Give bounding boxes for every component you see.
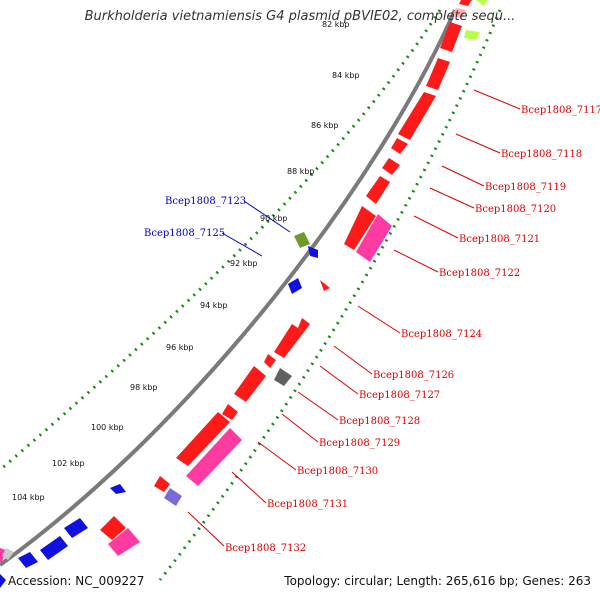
- gene-feature[interactable]: [440, 22, 462, 52]
- gene-label[interactable]: Bcep1808_7123: [165, 196, 246, 207]
- gene-feature[interactable]: [356, 214, 392, 262]
- gene-label[interactable]: Bcep1808_7120: [475, 204, 556, 215]
- gene-label[interactable]: Bcep1808_7130: [297, 466, 378, 477]
- forward-leaders: [187, 89, 521, 547]
- gene-feature[interactable]: [426, 58, 450, 90]
- reverse-gene-labels: Bcep1808_7123 Bcep1808_7125: [144, 196, 246, 239]
- tick-label: 92 kbp: [230, 259, 258, 268]
- accession-text: Accession: NC_009227: [8, 574, 145, 588]
- tick-label: 104 kbp: [12, 493, 45, 502]
- gene-label[interactable]: Bcep1808_7128: [339, 416, 420, 427]
- gene-label[interactable]: Bcep1808_7132: [225, 543, 306, 554]
- gene-feature[interactable]: [366, 176, 390, 204]
- gene-label[interactable]: Bcep1808_7126: [373, 370, 454, 381]
- tick-label: 82 kbp: [322, 20, 350, 29]
- gene-feature[interactable]: [164, 488, 182, 506]
- gene-label[interactable]: Bcep1808_7131: [267, 499, 348, 510]
- summary-text: Topology: circular; Length: 265,616 bp; …: [284, 574, 591, 588]
- gene-feature[interactable]: [459, 0, 472, 6]
- gene-feature[interactable]: [391, 138, 408, 154]
- gene-feature[interactable]: [274, 368, 292, 386]
- gene-feature[interactable]: [64, 518, 88, 538]
- gene-feature[interactable]: [298, 318, 310, 332]
- gene-feature[interactable]: [382, 158, 400, 175]
- gene-label[interactable]: Bcep1808_7121: [459, 234, 540, 245]
- inner-tick-ring: [158, 9, 502, 581]
- gene-label[interactable]: Bcep1808_7129: [319, 438, 400, 449]
- gene-feature[interactable]: [320, 280, 330, 291]
- tick-label: 98 kbp: [130, 383, 158, 392]
- gene-feature[interactable]: [344, 206, 376, 250]
- gene-feature[interactable]: [154, 476, 170, 492]
- gene-feature[interactable]: [264, 354, 276, 368]
- tick-label: 84 kbp: [332, 71, 360, 80]
- tick-label: 88 kbp: [287, 167, 315, 176]
- gene-feature[interactable]: [274, 324, 304, 358]
- gene-label[interactable]: Bcep1808_7118: [501, 149, 582, 160]
- gene-feature[interactable]: [186, 428, 242, 486]
- tick-labels: 82 kbp 84 kbp 86 kbp 88 kbp 90 kbp 92 kb…: [12, 20, 360, 502]
- gene-label[interactable]: Bcep1808_7125: [144, 228, 225, 239]
- map-title: Burkholderia vietnamiensis G4 plasmid pB…: [84, 9, 516, 24]
- tick-label: 90 kbp: [260, 214, 288, 223]
- gene-feature[interactable]: [288, 278, 302, 294]
- gene-feature[interactable]: [100, 516, 126, 540]
- gene-feature[interactable]: [452, 8, 466, 18]
- outer-tick-ring: [0, 9, 442, 472]
- gene-feature[interactable]: [18, 552, 38, 568]
- tick-label: 94 kbp: [200, 301, 228, 310]
- gene-feature[interactable]: [294, 232, 310, 248]
- gene-label[interactable]: Bcep1808_7117: [521, 105, 600, 116]
- gene-feature[interactable]: [398, 92, 436, 140]
- gene-feature[interactable]: [222, 404, 238, 420]
- gene-label[interactable]: Bcep1808_7124: [401, 329, 482, 340]
- gene-feature[interactable]: [176, 412, 230, 466]
- reverse-gene-track: [0, 246, 318, 588]
- forward-gene-track: [100, 0, 472, 540]
- gene-feature[interactable]: [40, 536, 68, 560]
- gene-feature[interactable]: [308, 246, 318, 258]
- gene-label[interactable]: Bcep1808_7122: [439, 268, 520, 279]
- gene-label[interactable]: Bcep1808_7119: [485, 182, 566, 193]
- forward-gene-labels: Bcep1808_7117 Bcep1808_7118 Bcep1808_711…: [225, 105, 600, 554]
- gene-feature[interactable]: [234, 366, 266, 402]
- gene-label[interactable]: Bcep1808_7127: [359, 390, 440, 401]
- gene-feature[interactable]: [110, 484, 126, 494]
- gene-feature[interactable]: [476, 0, 488, 6]
- tick-label: 96 kbp: [166, 343, 194, 352]
- gene-feature[interactable]: [108, 528, 140, 556]
- reverse-leaders: [221, 200, 291, 257]
- tick-label: 102 kbp: [52, 459, 85, 468]
- backbone-arc: [0, 9, 457, 567]
- gene-feature[interactable]: [2, 548, 14, 560]
- gene-feature[interactable]: [0, 574, 6, 588]
- tick-label: 100 kbp: [91, 423, 124, 432]
- tick-label: 86 kbp: [311, 121, 339, 130]
- gene-feature[interactable]: [464, 30, 480, 40]
